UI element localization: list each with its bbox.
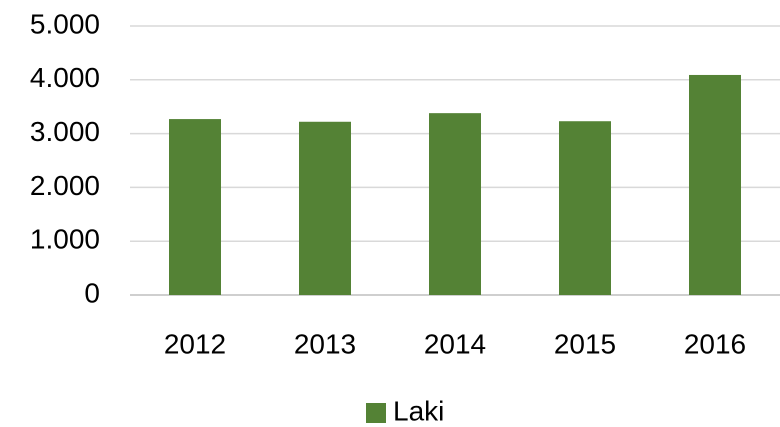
bar <box>299 121 351 295</box>
y-tick-label: 4.000 <box>30 62 100 93</box>
x-tick-label: 2016 <box>684 328 746 359</box>
y-tick-label: 0 <box>84 277 100 308</box>
x-tick-label: 2012 <box>164 328 226 359</box>
x-tick-label: 2014 <box>424 328 486 359</box>
bar <box>559 121 611 295</box>
x-tick-label: 2015 <box>554 328 616 359</box>
y-tick-label: 2.000 <box>30 170 100 201</box>
legend-swatch <box>366 403 386 423</box>
y-tick-label: 3.000 <box>30 116 100 147</box>
bar <box>169 119 221 295</box>
y-tick-label: 1.000 <box>30 224 100 255</box>
x-tick-label: 2013 <box>294 328 356 359</box>
legend-label: Laki <box>393 395 444 426</box>
y-tick-label: 5.000 <box>30 8 100 39</box>
bar <box>429 113 481 295</box>
bar <box>689 74 741 295</box>
